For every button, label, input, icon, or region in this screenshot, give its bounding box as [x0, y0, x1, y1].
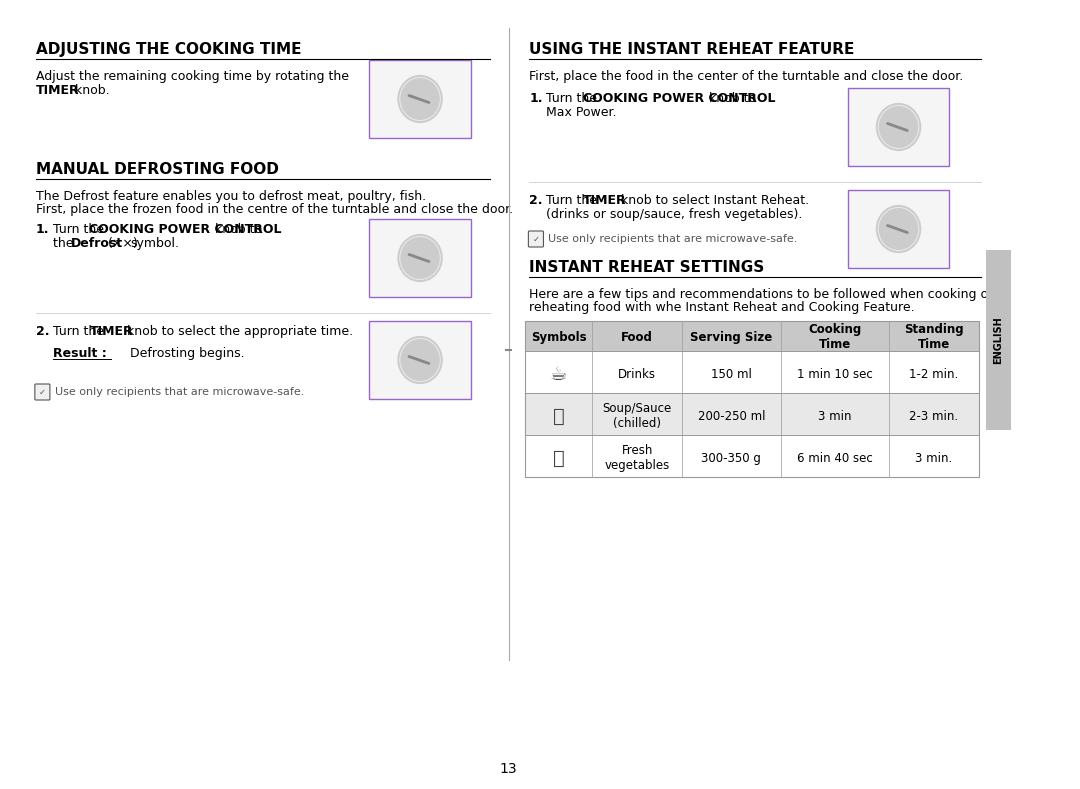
Text: 200-250 ml: 200-250 ml: [698, 409, 765, 422]
Bar: [369, 321, 471, 399]
Text: Adjust the remaining cooking time by rotating the: Adjust the remaining cooking time by rot…: [36, 70, 349, 83]
Bar: [525, 321, 978, 351]
Bar: [986, 250, 1011, 430]
Text: 13: 13: [500, 762, 517, 776]
Bar: [525, 321, 978, 477]
Text: 300-350 g: 300-350 g: [701, 451, 761, 465]
Circle shape: [399, 234, 442, 282]
Bar: [525, 393, 978, 435]
Text: 1.: 1.: [529, 92, 543, 105]
Text: Fresh
vegetables: Fresh vegetables: [605, 444, 670, 472]
Text: Turn the: Turn the: [546, 92, 602, 105]
Text: MANUAL DEFROSTING FOOD: MANUAL DEFROSTING FOOD: [36, 162, 279, 177]
Text: ⛄: ⛄: [553, 406, 565, 425]
Text: 6 min 40 sec: 6 min 40 sec: [797, 451, 873, 465]
Text: TIMER: TIMER: [36, 84, 80, 97]
Text: Turn the: Turn the: [53, 325, 108, 338]
Text: (××): (××): [108, 237, 139, 250]
Text: Defrosting begins.: Defrosting begins.: [130, 347, 244, 360]
Text: COOKING POWER CONTROL: COOKING POWER CONTROL: [583, 92, 775, 105]
Text: INSTANT REHEAT SETTINGS: INSTANT REHEAT SETTINGS: [529, 260, 765, 275]
Text: ENGLISH: ENGLISH: [994, 316, 1003, 364]
Text: 3 min: 3 min: [819, 409, 852, 422]
Text: Drinks: Drinks: [618, 368, 657, 380]
Text: ADJUSTING THE COOKING TIME: ADJUSTING THE COOKING TIME: [36, 42, 301, 57]
Text: knob.: knob.: [70, 84, 109, 97]
Bar: [525, 351, 978, 393]
Text: Turn the: Turn the: [546, 194, 602, 207]
Text: knob to: knob to: [211, 223, 262, 236]
FancyBboxPatch shape: [528, 231, 543, 247]
Text: symbol.: symbol.: [130, 237, 179, 250]
Text: ✓: ✓: [39, 387, 45, 397]
Text: Standing
Time: Standing Time: [904, 323, 963, 351]
Text: 2.: 2.: [36, 325, 50, 338]
Text: USING THE INSTANT REHEAT FEATURE: USING THE INSTANT REHEAT FEATURE: [529, 42, 854, 57]
Text: 2.: 2.: [529, 194, 543, 207]
Text: the: the: [53, 237, 78, 250]
Text: 3 min.: 3 min.: [915, 451, 953, 465]
Circle shape: [877, 206, 920, 252]
Text: TIMER: TIMER: [583, 194, 626, 207]
Text: Use only recipients that are microwave-safe.: Use only recipients that are microwave-s…: [549, 234, 797, 244]
Text: Cooking
Time: Cooking Time: [808, 323, 862, 351]
Circle shape: [399, 337, 442, 383]
Text: Here are a few tips and recommendations to be followed when cooking or: Here are a few tips and recommendations …: [529, 288, 994, 301]
Text: ✓: ✓: [532, 234, 539, 244]
Text: (drinks or soup/sauce, fresh vegetables).: (drinks or soup/sauce, fresh vegetables)…: [546, 208, 802, 221]
Text: 2-3 min.: 2-3 min.: [909, 409, 958, 422]
Bar: [848, 88, 949, 166]
Text: Food: Food: [621, 331, 653, 343]
Bar: [369, 219, 471, 297]
Bar: [848, 190, 949, 268]
Text: Result :: Result :: [53, 347, 107, 360]
Circle shape: [399, 76, 442, 122]
Text: ☕: ☕: [550, 365, 567, 383]
Text: First, place the frozen food in the centre of the turntable and close the door.: First, place the frozen food in the cent…: [36, 203, 513, 216]
Text: Turn the: Turn the: [53, 223, 108, 236]
Text: TIMER: TIMER: [90, 325, 133, 338]
Text: knob to select Instant Reheat.: knob to select Instant Reheat.: [617, 194, 809, 207]
Bar: [525, 435, 978, 477]
FancyBboxPatch shape: [35, 384, 50, 400]
Text: COOKING POWER CONTROL: COOKING POWER CONTROL: [90, 223, 282, 236]
Text: Max Power.: Max Power.: [546, 106, 617, 119]
Text: Serving Size: Serving Size: [690, 331, 772, 343]
Text: The Defrost feature enables you to defrost meat, poultry, fish.: The Defrost feature enables you to defro…: [36, 190, 426, 203]
Circle shape: [877, 103, 920, 151]
Text: Symbols: Symbols: [530, 331, 586, 343]
Text: 🥦: 🥦: [553, 448, 565, 468]
Text: Defrost: Defrost: [70, 237, 123, 250]
Text: Soup/Sauce
(chilled): Soup/Sauce (chilled): [603, 402, 672, 430]
Text: knob to select the appropriate time.: knob to select the appropriate time.: [123, 325, 353, 338]
Bar: [369, 60, 471, 138]
Text: 150 ml: 150 ml: [711, 368, 752, 380]
Text: Use only recipients that are microwave-safe.: Use only recipients that are microwave-s…: [55, 387, 303, 397]
Text: 1 min 10 sec: 1 min 10 sec: [797, 368, 873, 380]
Text: knob to: knob to: [704, 92, 756, 105]
Text: 1.: 1.: [36, 223, 50, 236]
Text: reheating food with whe Instant Reheat and Cooking Feature.: reheating food with whe Instant Reheat a…: [529, 301, 915, 314]
Text: First, place the food in the center of the turntable and close the door.: First, place the food in the center of t…: [529, 70, 963, 83]
Text: 1-2 min.: 1-2 min.: [909, 368, 958, 380]
